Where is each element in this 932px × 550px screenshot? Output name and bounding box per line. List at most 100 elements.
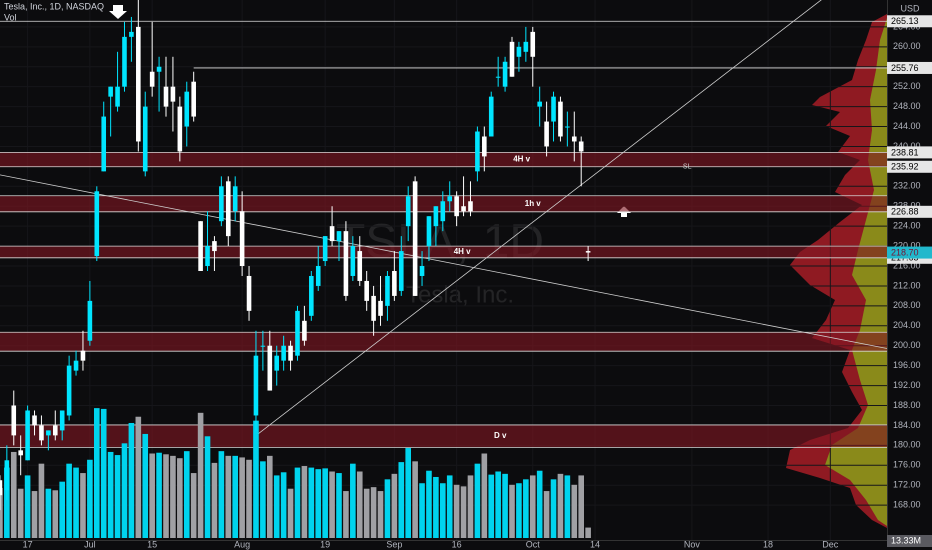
candle-body <box>440 201 446 222</box>
y-tick-label: 176.00 <box>893 460 921 470</box>
y-tick-label: 208.00 <box>893 300 921 310</box>
volume-bar <box>564 475 571 538</box>
volume-bar <box>343 491 349 538</box>
candle-body <box>246 275 252 311</box>
candle-body <box>156 66 162 72</box>
annotation: SL <box>683 164 692 171</box>
level-tag-bg <box>887 15 932 28</box>
zone <box>0 332 887 352</box>
candle-body <box>516 46 522 57</box>
level-tag-bg <box>887 61 932 74</box>
volume-bar <box>405 448 411 538</box>
candle-body <box>4 460 10 491</box>
volume-bar <box>73 467 79 538</box>
x-tick-label: 18 <box>763 539 773 549</box>
candle-body <box>509 41 515 77</box>
volume-profile-inner <box>825 18 887 526</box>
y-tick-label: 168.00 <box>893 500 921 510</box>
candle-body <box>163 86 169 107</box>
volume-bar <box>267 455 273 538</box>
candle-body <box>295 310 300 356</box>
candle-body <box>149 71 155 87</box>
candle-body <box>25 410 30 461</box>
volume-bar <box>66 463 72 538</box>
volume-bar <box>4 467 10 538</box>
volume-bar <box>114 455 121 538</box>
candle-body <box>433 206 439 227</box>
candle-body <box>475 131 480 172</box>
candle-body <box>18 450 23 456</box>
candle-body <box>419 266 425 276</box>
candle-body <box>315 266 321 286</box>
x-tick-label: Oct <box>526 539 541 549</box>
volume-bar <box>453 484 460 538</box>
zone-label: D v <box>494 431 507 440</box>
volume-bar <box>38 463 45 538</box>
candle-body <box>59 410 65 431</box>
volume-bar <box>398 462 405 538</box>
y-tick-label: 240.00 <box>893 141 921 151</box>
candle-body <box>398 251 404 291</box>
candle-body <box>170 86 176 102</box>
zone-tag: 235.92 <box>891 162 919 172</box>
currency: USD <box>900 3 920 13</box>
candle-body <box>343 231 349 296</box>
watermark: TSLA, 1D <box>336 216 544 269</box>
volume-tag-bg <box>887 535 932 547</box>
volume-bar <box>163 454 169 538</box>
y-tick-label: 192.00 <box>893 380 921 390</box>
volume-bar <box>45 488 52 538</box>
volume-bar <box>426 470 432 538</box>
candle-body <box>482 136 487 157</box>
candle-body <box>281 345 286 361</box>
candle-body <box>468 201 473 212</box>
x-tick-label: Dec <box>822 539 839 549</box>
down-arrow <box>109 5 127 19</box>
zone <box>0 246 887 258</box>
volume-bar <box>460 486 467 538</box>
volume-bar <box>218 451 225 538</box>
candle-body <box>46 430 51 436</box>
candle-body <box>205 246 210 267</box>
volume-bar <box>356 471 363 538</box>
volume-bar <box>170 455 176 538</box>
candle-body <box>73 360 79 371</box>
candle-body <box>350 246 356 276</box>
zone-tag: 238.81 <box>891 147 919 157</box>
candle-body <box>336 231 342 242</box>
x-tick-label: Aug <box>234 539 250 549</box>
candle-body <box>80 350 86 361</box>
volume-bar <box>59 481 65 538</box>
volume-bar <box>509 484 515 538</box>
candle-body <box>267 345 273 391</box>
candle-body <box>11 405 17 436</box>
volume-bar <box>433 476 439 538</box>
y-tick-label: 244.00 <box>893 121 921 131</box>
volume-bar <box>481 453 488 538</box>
candle-body <box>122 36 127 87</box>
volume-bar <box>177 458 183 538</box>
y-tick-label: 200.00 <box>893 340 921 350</box>
trend-line <box>0 174 887 349</box>
zone-tag-bg <box>887 146 932 159</box>
candle-body <box>447 196 453 202</box>
candle-body <box>253 355 259 416</box>
y-tick-label: 196.00 <box>893 360 921 370</box>
volume-bar <box>543 491 550 538</box>
last-price-tag: 218.70 <box>891 247 919 257</box>
candle-body <box>551 96 556 122</box>
volume-bar <box>149 453 155 538</box>
volume-bar <box>370 487 377 538</box>
volume-bar <box>87 459 93 538</box>
zone <box>0 424 887 448</box>
volume-bar <box>204 436 211 538</box>
volume-bar <box>260 461 266 538</box>
candle-body <box>198 221 203 271</box>
volume-bar <box>523 479 529 538</box>
candle-body <box>426 216 432 247</box>
volume-bar <box>183 451 190 538</box>
candle-body <box>136 26 141 142</box>
volume-bar <box>308 467 315 538</box>
volume-title: Vol <box>4 12 17 22</box>
candle-body <box>260 345 266 347</box>
